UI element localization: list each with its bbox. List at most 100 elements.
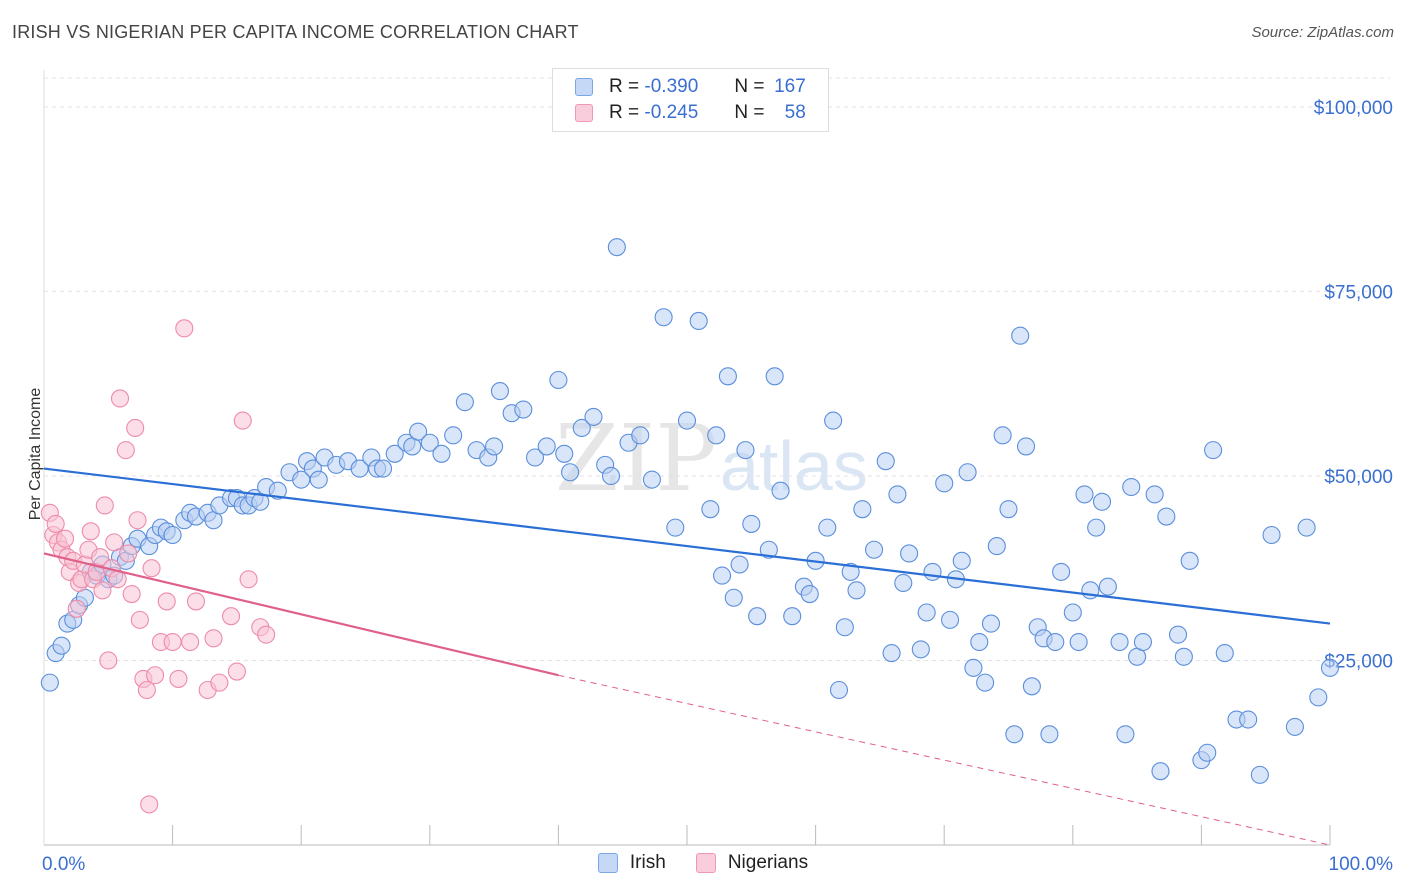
data-point-irish — [268, 481, 287, 500]
data-point-irish — [853, 500, 872, 519]
data-point-irish — [1250, 765, 1269, 784]
data-point-nigerians — [227, 662, 246, 681]
data-point-nigerians — [116, 441, 135, 460]
data-point-irish — [1297, 518, 1316, 537]
data-point-irish — [1063, 603, 1082, 622]
data-point-irish — [631, 426, 650, 445]
legend-row-irish: R = -0.390 N = 167 — [575, 75, 806, 99]
data-point-irish — [525, 448, 545, 467]
data-point-irish — [1098, 577, 1117, 596]
data-point-nigerians — [55, 529, 75, 548]
data-point-irish — [865, 540, 884, 559]
data-point-irish — [677, 411, 697, 430]
data-point-irish — [1092, 492, 1112, 511]
data-point-irish — [923, 562, 942, 581]
data-point-irish — [373, 459, 393, 478]
data-point-nigerians — [204, 629, 223, 648]
data-point-irish — [490, 382, 509, 401]
data-point-irish — [900, 544, 919, 563]
data-point-irish — [1046, 632, 1065, 652]
data-point-irish — [701, 500, 720, 519]
data-point-nigerians — [157, 592, 176, 611]
data-point-irish — [1052, 562, 1071, 581]
y-tick-label: $75,000 — [1324, 282, 1393, 303]
data-point-irish — [888, 485, 907, 504]
data-point-irish — [1069, 632, 1088, 652]
data-point-irish — [1110, 632, 1129, 652]
data-point-nigerians — [222, 607, 241, 626]
data-point-irish — [607, 238, 626, 257]
data-point-irish — [771, 481, 790, 500]
data-point-irish — [1116, 725, 1135, 744]
data-point-irish — [1204, 441, 1223, 460]
y-tick-label: $50,000 — [1324, 467, 1393, 488]
data-point-irish — [385, 444, 404, 463]
series-swatch-nigerians — [695, 853, 716, 873]
legend-n-label: N = — [734, 102, 765, 123]
data-point-nigerians — [95, 496, 114, 515]
data-point-irish — [1040, 725, 1059, 744]
data-point-irish — [689, 311, 708, 331]
data-point-irish — [514, 400, 533, 419]
data-point-irish — [1262, 525, 1281, 545]
data-point-nigerians — [163, 632, 182, 652]
data-point-irish — [1005, 725, 1024, 744]
data-point-irish — [882, 644, 901, 663]
data-point-irish — [958, 463, 977, 482]
data-point-irish — [976, 673, 995, 692]
data-point-irish — [748, 607, 767, 626]
trend-line-nigerians-extension — [558, 674, 1331, 846]
data-point-irish — [572, 418, 591, 438]
data-point-irish — [742, 514, 761, 533]
data-point-irish — [911, 640, 930, 659]
x-tick-label-max: 100.0% — [1329, 854, 1394, 875]
legend-r-label: R = — [609, 102, 640, 123]
data-point-irish — [409, 422, 428, 441]
data-point-irish — [707, 426, 726, 445]
data-point-nigerians — [181, 632, 200, 652]
data-point-irish — [1133, 632, 1152, 652]
data-point-irish — [1151, 762, 1170, 781]
data-point-irish — [1022, 677, 1041, 696]
data-point-nigerians — [210, 673, 229, 692]
data-point-irish — [713, 566, 732, 585]
data-point-nigerians — [175, 319, 194, 338]
data-point-irish — [666, 518, 685, 537]
legend-r-label: R = — [609, 76, 640, 97]
data-point-irish — [444, 426, 463, 445]
data-point-irish — [455, 393, 474, 412]
data-point-nigerians — [140, 795, 159, 814]
data-point-irish — [1320, 658, 1340, 677]
data-point-irish — [1016, 437, 1036, 456]
data-point-irish — [1168, 625, 1188, 644]
data-point-irish — [835, 618, 854, 637]
data-point-nigerians — [93, 581, 112, 600]
data-point-nigerians — [257, 625, 276, 644]
source-credit: Source: ZipAtlas.com — [1251, 24, 1394, 41]
data-point-irish — [1122, 477, 1141, 497]
data-point-irish — [584, 407, 603, 426]
data-point-irish — [894, 573, 913, 593]
data-point-irish — [561, 463, 580, 482]
legend-n-value: 167 — [774, 76, 806, 97]
data-point-irish — [981, 614, 1001, 633]
data-point-irish — [829, 680, 849, 700]
legend-swatch-nigerians — [575, 104, 593, 122]
data-point-irish — [642, 470, 661, 489]
data-point-nigerians — [233, 411, 252, 430]
data-point-irish — [765, 367, 784, 386]
data-point-irish — [736, 441, 755, 460]
data-point-nigerians — [67, 599, 86, 618]
data-point-irish — [52, 636, 71, 655]
data-point-irish — [730, 555, 749, 574]
data-point-irish — [555, 444, 574, 463]
series-legend: Irish Nigerians — [0, 852, 1406, 874]
data-point-nigerians — [169, 669, 188, 688]
data-point-nigerians — [46, 514, 65, 533]
data-point-irish — [1180, 551, 1199, 570]
data-point-irish — [987, 537, 1006, 556]
data-point-irish — [783, 607, 802, 626]
data-point-nigerians — [130, 610, 149, 629]
legend-n-label: N = — [734, 76, 765, 97]
data-point-irish — [917, 603, 936, 622]
